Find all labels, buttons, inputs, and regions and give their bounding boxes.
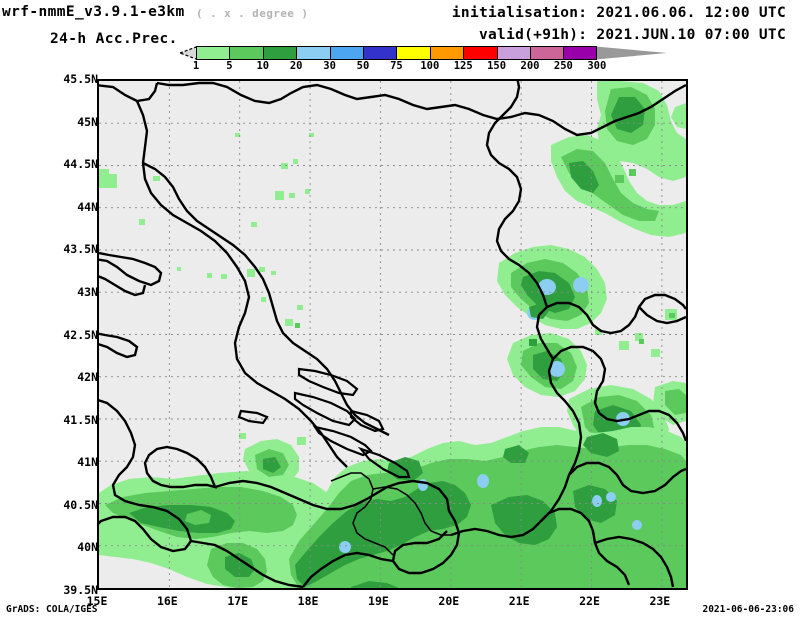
y-axis-tick-42N: 42N (77, 370, 98, 385)
x-axis-tick-17E: 17E (227, 594, 249, 608)
grads-credit-label: GrADS: COLA/IGES (6, 604, 98, 615)
y-axis-tick-39.5N: 39.5N (63, 583, 98, 597)
colorbar-band-150 (496, 46, 530, 60)
coastline-and-border-outlines (99, 81, 686, 588)
y-axis-tick-40.5N: 40.5N (63, 497, 98, 512)
colorbar-tick-30: 30 (323, 60, 336, 72)
colorbar-tick-200: 200 (520, 60, 540, 72)
precip-scattered-adriatic (99, 133, 314, 328)
colorbar-band-1 (196, 46, 230, 60)
colorbar-band-100 (429, 46, 464, 60)
x-axis-tick-22E: 22E (579, 594, 600, 608)
y-axis-tick-45.5N: 45.5N (63, 72, 98, 86)
lat-lon-gridlines (99, 81, 686, 588)
x-axis-tick-18E: 18E (297, 594, 319, 608)
colorbar-band-30 (329, 46, 363, 60)
y-axis-tick-41.5N: 41.5N (63, 412, 98, 427)
valid-time-label: valid(+91h): 2021.JUN.10 07:00 UTC (478, 27, 786, 43)
colorbar-bands (196, 46, 597, 60)
colorbar-band-10 (262, 46, 297, 60)
precip-scattered-east (595, 309, 677, 357)
x-axis-tick-21E: 21E (508, 594, 530, 608)
y-axis-tick-45N: 45N (77, 114, 98, 129)
colorbar-band-125 (463, 46, 497, 60)
precip-blob-southern-mass (253, 427, 686, 588)
x-axis-tick-15E: 15E (86, 594, 108, 608)
colorbar-tick-5: 5 (226, 60, 233, 72)
colorbar-tick-250: 250 (553, 60, 573, 72)
precip-blob-northeast (597, 81, 686, 181)
initialisation-time-label: initialisation: 2021.06.06. 12:00 UTC (451, 5, 786, 21)
x-axis-tick-23E: 23E (649, 594, 671, 608)
y-axis-tick-43N: 43N (77, 284, 98, 299)
render-timestamp-label: 2021-06-06-23:06 (702, 604, 794, 615)
colorbar-band-50 (362, 46, 397, 60)
y-axis-tick-42.5N: 42.5N (63, 327, 98, 342)
colorbar-tick-100: 100 (420, 60, 440, 72)
colorbar-tick-125: 125 (453, 60, 473, 72)
precipitation-field (99, 81, 686, 588)
x-axis-tick-19E: 19E (368, 594, 389, 608)
precip-blob-montenegro-coast (239, 433, 306, 485)
colorbar-tick-20: 20 (289, 60, 303, 72)
x-axis-tick-16E: 16E (156, 594, 178, 608)
y-axis-tick-40N: 40N (77, 540, 98, 555)
colorbar-under-arrow-icon (180, 46, 197, 60)
map-plot-area[interactable] (97, 79, 688, 590)
model-units-label: ( . x . degree ) (196, 7, 309, 20)
colorbar-band-75 (396, 46, 430, 60)
colorbar-tick-300: 300 (587, 60, 607, 72)
colorbar-band-20 (296, 46, 330, 60)
colorbar-band-250 (563, 46, 597, 60)
x-axis-tick-20E: 20E (438, 594, 460, 608)
colorbar-tick-50: 50 (356, 60, 370, 72)
y-axis-tick-44N: 44N (77, 199, 98, 214)
colorbar-band-200 (529, 46, 564, 60)
y-axis-tick-41N: 41N (77, 455, 98, 470)
colorbar-tick-1: 1 (192, 60, 200, 72)
colorbar-tick-75: 75 (390, 60, 403, 72)
header: wrf-nmmE_v3.9.1-e3km ( . x . degree ) 24… (0, 0, 800, 72)
y-axis-tick-44.5N: 44.5N (63, 157, 98, 172)
colorbar-tick-150: 150 (487, 60, 507, 72)
field-name-label: 24-h Acc.Prec. (50, 31, 178, 47)
model-name-label: wrf-nmmE_v3.9.1-e3km (2, 4, 185, 20)
colorbar-tick-10: 10 (256, 60, 270, 72)
y-axis-tick-43.5N: 43.5N (63, 242, 98, 257)
colorbar-band-5 (229, 46, 263, 60)
colorbar-over-arrow-icon (596, 46, 667, 60)
precipitation-map (99, 81, 686, 588)
